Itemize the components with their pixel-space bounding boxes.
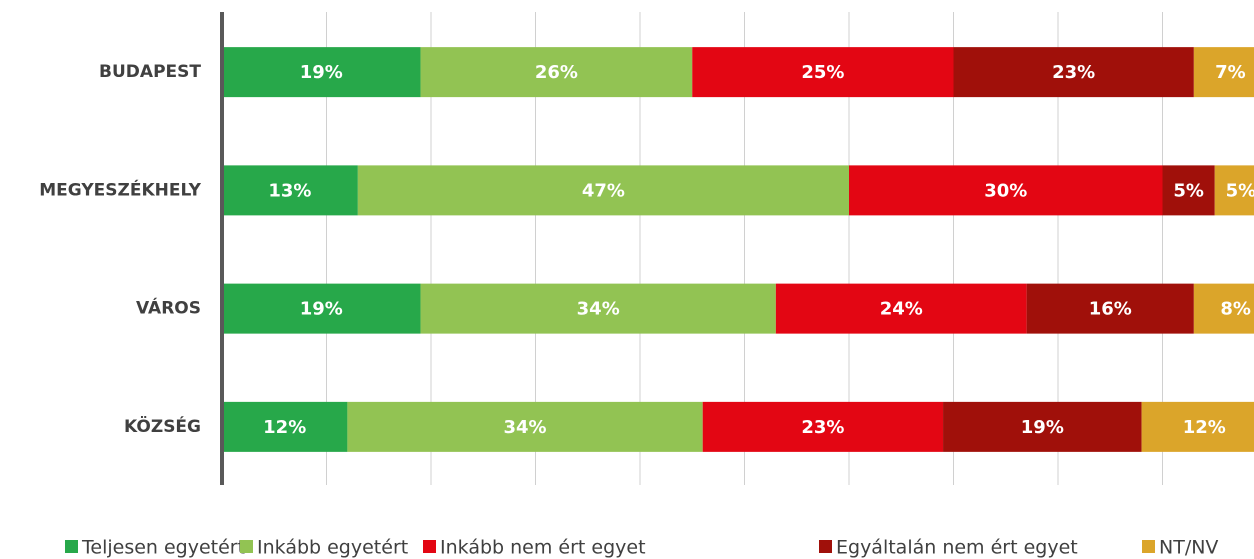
bar-segment xyxy=(222,47,421,98)
data-label: 19% xyxy=(1021,417,1064,438)
bar-segment xyxy=(1214,165,1254,216)
bar-segment xyxy=(775,283,1027,334)
data-label: 5% xyxy=(1173,180,1204,201)
bar-segment xyxy=(420,47,693,98)
category-label: BUDAPEST xyxy=(99,62,201,82)
category-label: KÖZSÉG xyxy=(124,415,201,437)
legend-label: Egyáltalán nem ért egyet xyxy=(836,537,1078,559)
data-label: 8% xyxy=(1220,299,1251,320)
data-label: 34% xyxy=(577,299,620,320)
bar-segment xyxy=(953,47,1194,98)
bar-segment xyxy=(1193,283,1254,334)
data-label: 12% xyxy=(1183,417,1226,438)
data-label: 19% xyxy=(300,62,343,83)
data-label: 16% xyxy=(1089,299,1132,320)
data-label: 7% xyxy=(1215,62,1246,83)
data-label: 19% xyxy=(300,299,343,320)
bar-segment xyxy=(222,283,421,334)
legend-label: NT/NV xyxy=(1159,537,1218,559)
bar-segment xyxy=(1162,165,1215,216)
bar-segment xyxy=(1026,283,1194,334)
data-label: 23% xyxy=(1052,62,1095,83)
legend-swatch xyxy=(819,540,832,553)
legend-label: Teljesen egyetért xyxy=(81,537,245,559)
legend-label: Inkább nem ért egyet xyxy=(440,537,646,559)
legend-label: Inkább egyetért xyxy=(257,537,408,559)
category-label: MEGYESZÉKHELY xyxy=(39,178,201,200)
data-label: 26% xyxy=(535,62,578,83)
data-label: 34% xyxy=(504,417,547,438)
data-label: 25% xyxy=(801,62,844,83)
data-label: 5% xyxy=(1226,180,1254,201)
bar-segment xyxy=(420,283,776,334)
bar-segment xyxy=(357,165,849,216)
bar-segment xyxy=(1141,401,1254,452)
bar-segment xyxy=(849,165,1163,216)
data-label: 23% xyxy=(801,417,844,438)
bar-segment xyxy=(702,401,944,452)
legend-swatch xyxy=(240,540,253,553)
data-label: 12% xyxy=(263,417,306,438)
bar-segment xyxy=(692,47,954,98)
category-label: VÁROS xyxy=(136,297,201,319)
data-label: 30% xyxy=(984,180,1027,201)
bar-segment xyxy=(1193,47,1254,98)
bar-segment xyxy=(222,401,348,452)
legend-swatch xyxy=(65,540,78,553)
bar-segment xyxy=(347,401,703,452)
bar-segment xyxy=(943,401,1142,452)
legend-swatch xyxy=(423,540,436,553)
legend-swatch xyxy=(1142,540,1155,553)
bar-segment xyxy=(222,165,358,216)
data-label: 13% xyxy=(268,180,311,201)
data-label: 24% xyxy=(880,299,923,320)
data-label: 47% xyxy=(582,180,625,201)
